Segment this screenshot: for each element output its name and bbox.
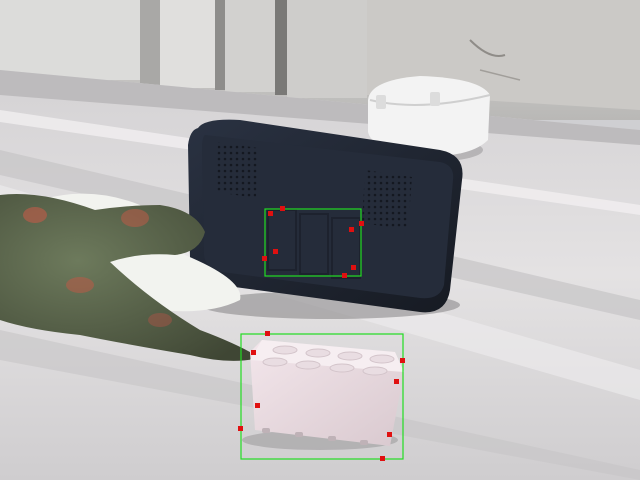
wall-panels	[0, 0, 640, 120]
annotation-overlay	[238, 206, 405, 461]
keypoints-clock	[262, 206, 364, 278]
bbox-clock-display	[264, 208, 362, 277]
bbox-pink-brick	[240, 333, 404, 460]
pink-brick	[242, 340, 404, 450]
keypoints-brick	[238, 331, 405, 461]
dinosaur-toy	[0, 194, 260, 361]
